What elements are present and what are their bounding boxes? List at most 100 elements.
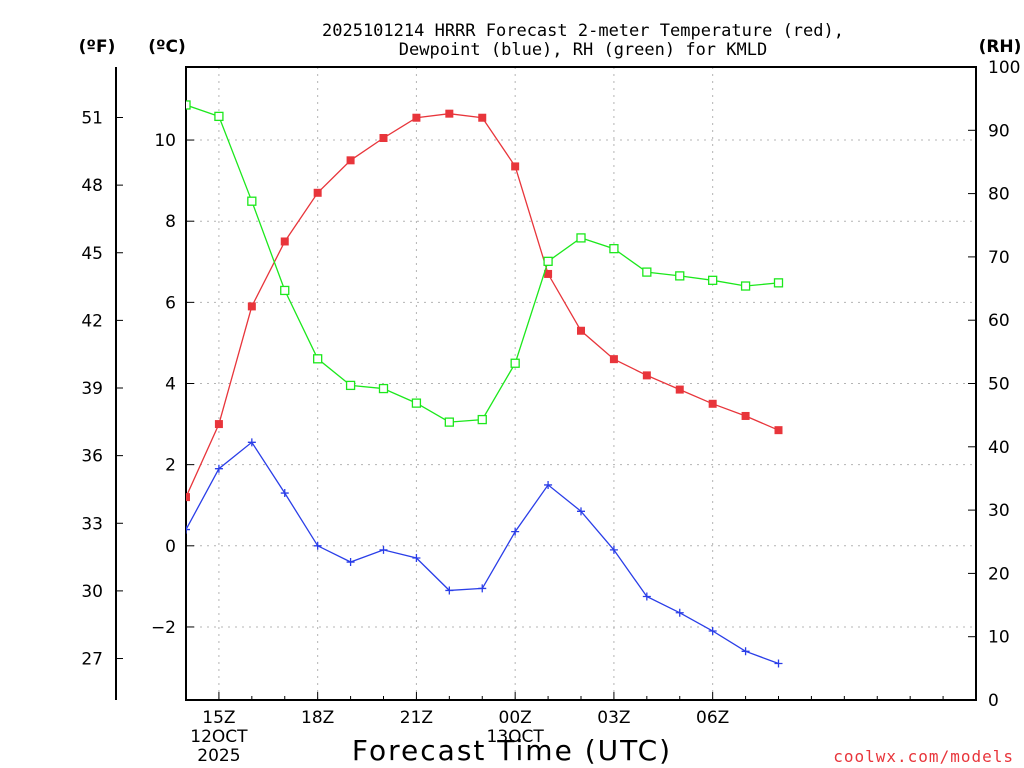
- dewpoint-point: [313, 541, 322, 550]
- temperature-point: [346, 156, 355, 165]
- temperature-line: [186, 113, 779, 498]
- x-tick-date-label: 12OCT: [190, 727, 248, 747]
- temperature-point: [412, 113, 421, 122]
- rh-point: [576, 233, 586, 243]
- rh-point: [642, 267, 652, 277]
- dewpoint-point: [186, 525, 190, 534]
- temperature-point: [445, 109, 454, 118]
- dewpoint-point: [478, 584, 487, 593]
- dewpoint-point: [214, 464, 223, 473]
- fahrenheit-unit-label: (ºF): [79, 37, 116, 57]
- fahrenheit-tick-label: 27: [81, 650, 103, 670]
- rh-point: [186, 100, 191, 110]
- rh-line: [186, 104, 779, 423]
- temperature-point: [247, 302, 256, 311]
- temperature-point: [609, 355, 618, 364]
- dewpoint-point: [511, 527, 520, 536]
- temperature-point: [544, 269, 553, 278]
- fahrenheit-tick-label: 48: [81, 176, 103, 196]
- x-tick-label: 00Z: [499, 708, 532, 728]
- celsius-unit-label: (ºC): [148, 37, 186, 57]
- rh-point: [345, 380, 356, 391]
- temperature-point: [774, 426, 783, 435]
- rh-point: [708, 275, 718, 285]
- dewpoint-point: [675, 608, 684, 617]
- celsius-tick-label: 4: [165, 375, 176, 395]
- dewpoint-point: [445, 586, 454, 595]
- x-tick-label: 03Z: [597, 708, 630, 728]
- dewpoint-point: [609, 545, 618, 554]
- fahrenheit-tick-label: 39: [81, 379, 103, 399]
- dewpoint-point: [346, 558, 355, 567]
- fahrenheit-tick-label: 36: [81, 447, 103, 467]
- temperature-point: [280, 237, 289, 246]
- temperature-point: [478, 113, 487, 122]
- rh-point: [444, 417, 454, 427]
- x-tick-label: 15Z: [202, 708, 235, 728]
- rh-point: [214, 111, 224, 122]
- rh-tick-label: 20: [988, 564, 1010, 584]
- dewpoint-point: [708, 627, 717, 636]
- fahrenheit-tick-label: 33: [81, 514, 103, 534]
- dewpoint-series: [186, 438, 783, 668]
- dewpoint-point: [577, 507, 585, 516]
- credit-text: coolwx.com/models: [833, 747, 1014, 766]
- celsius-tick-label: −2: [151, 618, 176, 638]
- temperature-point: [642, 371, 651, 380]
- plot-frame: [185, 66, 977, 701]
- dewpoint-point: [642, 592, 651, 601]
- temperature-point: [577, 326, 585, 335]
- rh-tick-label: 90: [988, 121, 1010, 141]
- rh-point: [280, 285, 290, 296]
- celsius-tick-label: 2: [165, 456, 176, 476]
- rh-tick-label: 40: [988, 438, 1010, 458]
- dewpoint-point: [379, 545, 388, 554]
- chart-title-line-1: 2025101214 HRRR Forecast 2-meter Tempera…: [322, 21, 844, 41]
- dewpoint-line: [186, 441, 779, 665]
- temperature-series: [186, 109, 783, 502]
- fahrenheit-tick-label: 45: [81, 244, 103, 264]
- rh-point: [477, 414, 487, 425]
- rh-point: [378, 383, 389, 394]
- axes: [115, 66, 977, 701]
- rh-point: [313, 354, 323, 364]
- rh-tick-label: 0: [988, 691, 999, 711]
- celsius-tick-label: 10: [154, 131, 176, 151]
- celsius-tick-label: 6: [165, 293, 176, 313]
- temperature-point: [186, 493, 190, 502]
- x-tick-date-label: 13OCT: [487, 727, 545, 747]
- celsius-tick-label: 8: [165, 212, 176, 232]
- dewpoint-point: [280, 489, 289, 498]
- x-axis-title: Forecast Time (UTC): [352, 734, 672, 767]
- temperature-point: [708, 399, 717, 408]
- rh-tick-label: 30: [988, 501, 1010, 521]
- x-tick-label: 06Z: [696, 708, 729, 728]
- rh-point: [609, 244, 619, 254]
- dewpoint-point: [544, 480, 553, 489]
- rh-point: [740, 281, 751, 291]
- rh-tick-label: 50: [988, 375, 1010, 395]
- x-tick-label: 18Z: [301, 708, 334, 728]
- temperature-point: [511, 162, 520, 171]
- rh-tick-label: 70: [988, 248, 1010, 268]
- dewpoint-point: [774, 659, 783, 668]
- rh-tick-label: 60: [988, 311, 1010, 331]
- rh-point: [247, 196, 257, 206]
- rh-tick-label: 10: [988, 628, 1010, 648]
- dewpoint-point: [247, 438, 256, 447]
- rh-point: [675, 271, 685, 281]
- fahrenheit-tick-label: 30: [81, 582, 103, 602]
- rh-point: [543, 256, 553, 266]
- temperature-point: [379, 134, 388, 143]
- temperature-point: [675, 385, 684, 394]
- x-tick-year-label: 2025: [197, 746, 240, 766]
- fahrenheit-tick-label: 42: [81, 311, 103, 331]
- temperature-point: [741, 411, 750, 420]
- x-tick-label: 21Z: [400, 708, 433, 728]
- temperature-point: [313, 188, 322, 197]
- rh-unit-label: (RH): [979, 37, 1022, 57]
- rh-series: [186, 100, 784, 427]
- chart-title-line-2: Dewpoint (blue), RH (green) for KMLD: [399, 40, 767, 60]
